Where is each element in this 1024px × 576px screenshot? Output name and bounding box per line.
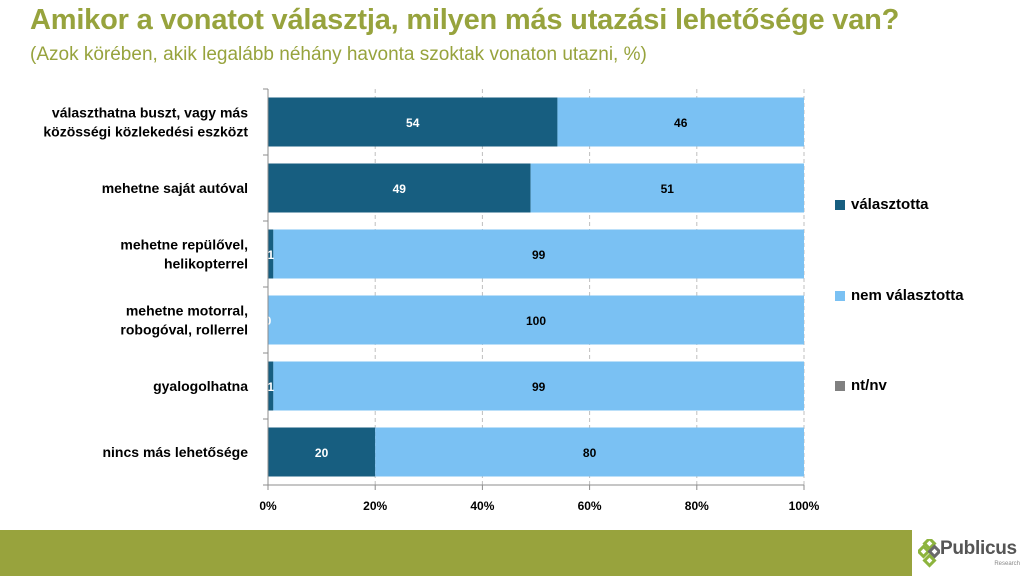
legend-swatch bbox=[835, 380, 845, 391]
legend-item: választotta bbox=[835, 196, 929, 213]
logo-subtext: Research bbox=[994, 561, 1020, 567]
category-label: mehetne repülővel, bbox=[120, 237, 248, 253]
legend-swatch bbox=[835, 199, 845, 210]
data-label: 49 bbox=[393, 182, 407, 196]
category-label: választhatna buszt, vagy más bbox=[52, 105, 248, 121]
bar-segment bbox=[268, 163, 531, 213]
data-label: 54 bbox=[406, 116, 420, 130]
bar-segment bbox=[530, 163, 804, 213]
page-subtitle: (Azok körében, akik legalább néhány havo… bbox=[30, 44, 647, 65]
data-labels: 5446495119901001992080 bbox=[265, 116, 688, 460]
data-label: 99 bbox=[532, 380, 546, 394]
logo-text: Publicus bbox=[940, 538, 1017, 559]
data-label: 1 bbox=[267, 248, 274, 262]
x-tick-label: 0% bbox=[259, 499, 277, 513]
page-title: Amikor a vonatot választja, milyen más u… bbox=[30, 4, 900, 36]
bar-segment bbox=[557, 97, 804, 147]
publicus-logo: Publicus Research bbox=[918, 537, 1022, 573]
category-label: közösségi közlekedési eszközt bbox=[43, 124, 248, 140]
gridlines bbox=[374, 89, 805, 485]
bar-segment bbox=[268, 229, 274, 279]
category-label: nincs más lehetősége bbox=[102, 444, 248, 460]
category-label: helikopterrel bbox=[164, 256, 248, 272]
x-tick-label: 20% bbox=[363, 499, 387, 513]
legend-item: nt/nv bbox=[835, 377, 887, 394]
bar-segment bbox=[268, 361, 274, 411]
bar-segment bbox=[375, 427, 804, 477]
category-label: mehetne saját autóval bbox=[102, 180, 248, 196]
data-label: 100 bbox=[526, 314, 546, 328]
legend-label: nt/nv bbox=[851, 377, 887, 394]
legend-label: nem választotta bbox=[851, 287, 964, 304]
data-label: 99 bbox=[532, 248, 546, 262]
footer-bar bbox=[0, 530, 912, 576]
bar-segment bbox=[268, 295, 804, 345]
data-label: 51 bbox=[661, 182, 675, 196]
x-tick-label: 80% bbox=[685, 499, 709, 513]
bar-segment bbox=[268, 97, 558, 147]
category-label: mehetne motorral, bbox=[126, 303, 248, 319]
logo-diamond-icon bbox=[918, 539, 940, 568]
legend-swatch bbox=[835, 290, 845, 301]
x-tick-labels: 0% 20% 40% 60% 80% 100% bbox=[259, 499, 819, 513]
x-tick-label: 100% bbox=[789, 499, 820, 513]
axes bbox=[263, 88, 805, 490]
category-label: gyalogolhatna bbox=[153, 378, 248, 394]
stacked-bar-chart: 5446495119901001992080 választhatna busz… bbox=[43, 88, 820, 513]
bars bbox=[268, 97, 804, 477]
category-label: robogóval, rollerrel bbox=[120, 322, 248, 338]
legend-item: nem választotta bbox=[835, 287, 964, 304]
bar-segment bbox=[273, 229, 804, 279]
bar-segment bbox=[268, 427, 376, 477]
data-label: 80 bbox=[583, 446, 597, 460]
x-tick-label: 40% bbox=[470, 499, 494, 513]
x-tick-label: 60% bbox=[578, 499, 602, 513]
data-label: 46 bbox=[674, 116, 688, 130]
data-label: 20 bbox=[315, 446, 329, 460]
bar-segment bbox=[273, 361, 804, 411]
category-labels: választhatna buszt, vagy más közösségi kö… bbox=[43, 105, 248, 461]
data-label: 1 bbox=[267, 380, 274, 394]
legend-label: választotta bbox=[851, 196, 929, 213]
